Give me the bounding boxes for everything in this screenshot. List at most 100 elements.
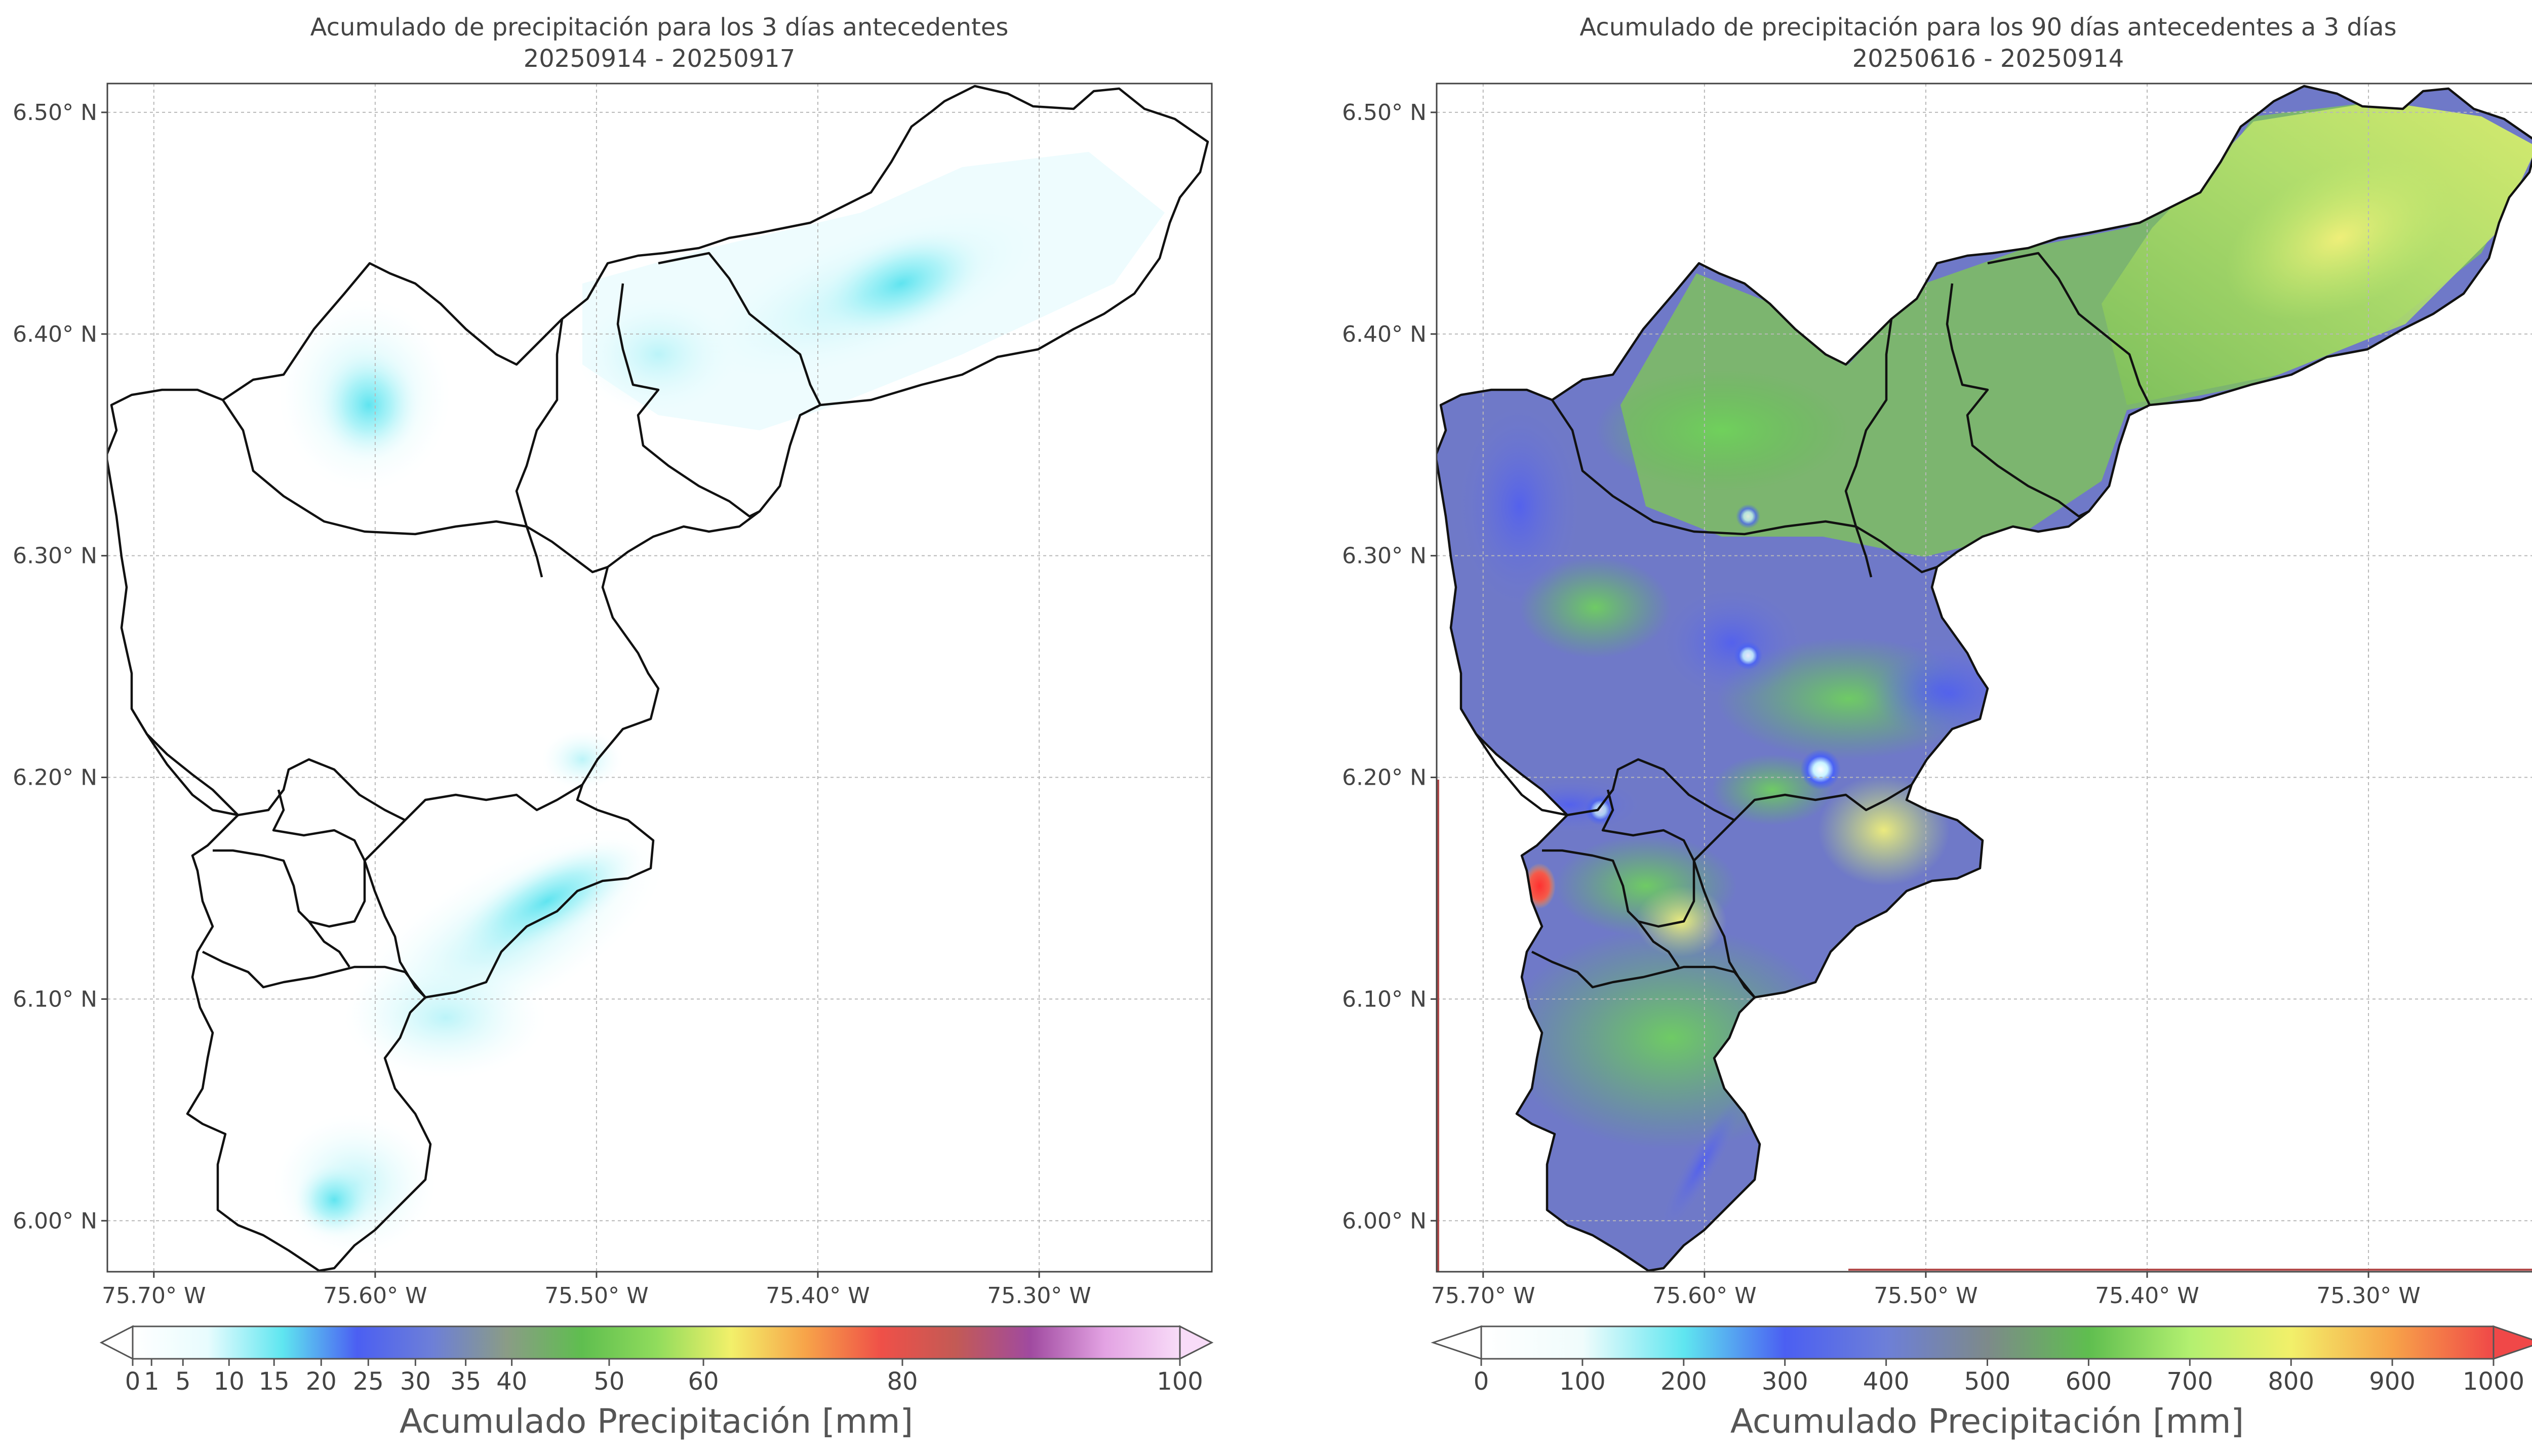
right-colorbar-min-extend <box>1431 1325 1482 1360</box>
left-lon-tick-label: 75.60° W <box>323 1283 427 1309</box>
right-boundary-line-7 <box>1692 860 1756 998</box>
right-colorbar-tick-label: 900 <box>2369 1367 2416 1396</box>
right-boundary-line-10 <box>1637 920 1680 968</box>
left-colorbar-gradient <box>133 1326 1180 1359</box>
right-colorbar-tick-label: 1000 <box>2463 1367 2524 1396</box>
right-colorbar-tick-label: 800 <box>2268 1367 2314 1396</box>
left-boundary-line-5 <box>131 708 406 822</box>
right-map-date-range: 20250616 - 20250914 <box>1852 45 2124 73</box>
left-colorbar-tick-label: 80 <box>887 1367 918 1396</box>
left-lat-tick-label: 6.10° N <box>13 986 97 1012</box>
right-boundary-line-8 <box>1542 849 1695 928</box>
left-colorbar-tick-label: 50 <box>594 1367 624 1396</box>
right-colorbar-tick-label: 400 <box>1863 1367 1910 1396</box>
left-lat-axis: 6.50° N 6.40° N 6.30° N 6.20° N 6.10° N 6.00°… <box>13 100 107 1234</box>
left-boundary-line-3 <box>616 283 761 518</box>
left-colorbar-tick-label: 5 <box>175 1367 191 1396</box>
right-boundary-line-2 <box>1844 318 1893 578</box>
right-lat-tick-label: 6.10° N <box>1342 986 1427 1012</box>
left-colorbar-outline <box>132 1325 1181 1360</box>
right-lon-tick-label: 75.60° W <box>1652 1283 1756 1309</box>
left-boundary-line-10 <box>308 920 350 968</box>
left-region-outline <box>107 85 1209 1272</box>
right-boundary-line-4 <box>1987 252 2151 406</box>
left-colorbar: 0 1 5 10 15 20 25 30 35 40 50 60 80 100 Acumulado Pre… <box>99 1325 1214 1441</box>
right-municipal-boundaries <box>1437 85 2532 1272</box>
right-region-outline <box>1437 85 2532 1272</box>
left-colorbar-tick-label: 0 <box>125 1367 141 1396</box>
right-lat-axis: 6.50° N 6.40° N 6.30° N 6.20° N 6.10° N 6.00°… <box>1342 100 1437 1234</box>
right-colorbar-tick-label: 0 <box>1474 1367 1489 1396</box>
right-colorbar-gradient <box>1481 1326 2494 1359</box>
left-colorbar-tick-label: 20 <box>306 1367 337 1396</box>
left-colorbar-min-extend <box>99 1325 134 1360</box>
right-colorbar-tick-label: 200 <box>1660 1367 1707 1396</box>
left-lat-tick-label: 6.20° N <box>13 765 97 791</box>
left-map-plot-area <box>107 84 1212 1272</box>
left-map-title: Acumulado de precipitación para los 3 dí… <box>310 13 1009 42</box>
right-lon-tick-label: 75.40° W <box>2095 1283 2199 1309</box>
left-lat-tick-label: 6.00° N <box>13 1208 97 1234</box>
right-precipitation-field <box>1437 84 2532 1272</box>
left-lon-tick-label: 75.40° W <box>766 1283 869 1309</box>
right-lat-tick-label: 6.40° N <box>1342 321 1427 347</box>
right-lat-tick-label: 6.00° N <box>1342 1208 1427 1234</box>
right-boundary-line-5 <box>1460 708 1735 822</box>
right-colorbar-tick-label: 100 <box>1559 1367 1606 1396</box>
right-gridlines <box>1437 84 2532 1272</box>
right-colorbar-tick-label: 700 <box>2166 1367 2213 1396</box>
left-gridlines <box>107 84 1212 1272</box>
left-lon-tick-label: 75.30° W <box>987 1283 1091 1309</box>
right-map-plot-area <box>1437 84 2532 1272</box>
left-colorbar-tick-label: 30 <box>400 1367 431 1396</box>
right-colorbar-swatches <box>1481 1326 2494 1359</box>
right-lat-tick-label: 6.20° N <box>1342 765 1427 791</box>
left-lon-tick-label: 75.70° W <box>102 1283 206 1309</box>
right-colorbar-tick-label: 300 <box>1762 1367 1808 1396</box>
left-colorbar-ticks: 0 1 5 10 15 20 25 30 35 40 50 60 80 100 <box>125 1359 1203 1396</box>
left-lat-tick-label: 6.40° N <box>13 321 97 347</box>
right-map-panel: Acumulado de precipitación para los 90 d… <box>1342 13 2532 1441</box>
left-map-date-range: 20250914 - 20250917 <box>524 45 795 73</box>
right-colorbar-max-extend <box>2493 1325 2532 1360</box>
right-colorbar-tick-label: 500 <box>1964 1367 2011 1396</box>
left-colorbar-swatches <box>133 1326 1180 1359</box>
right-boundary-line-9 <box>1531 950 1756 998</box>
right-map-title: Acumulado de precipitación para los 90 d… <box>1579 13 2396 42</box>
right-colorbar-ticks: 0 100 200 300 400 500 600 700 800 900 1000 <box>1474 1359 2524 1396</box>
left-precipitation-field <box>273 152 1165 1256</box>
left-colorbar-tick-label: 35 <box>450 1367 481 1396</box>
right-map-frame <box>1436 83 2532 1273</box>
right-boundary-line-3 <box>1946 283 2090 518</box>
left-boundary-line-7 <box>363 860 426 998</box>
left-colorbar-tick-label: 15 <box>259 1367 290 1396</box>
left-colorbar-tick-label: 40 <box>496 1367 527 1396</box>
left-lon-axis: 75.70° W 75.60° W 75.50° W 75.40° W 75.30° W <box>102 1272 1091 1309</box>
right-colorbar-title: Acumulado Precipitación [mm] <box>1730 1402 2244 1441</box>
left-boundary-line-6 <box>272 784 583 862</box>
right-lon-tick-label: 75.70° W <box>1431 1283 1535 1309</box>
left-lat-tick-label: 6.30° N <box>13 543 97 569</box>
left-municipal-boundaries <box>107 85 1209 1272</box>
left-boundary-line-2 <box>515 318 564 578</box>
left-colorbar-max-extend <box>1179 1325 1214 1360</box>
left-boundary-line-9 <box>202 950 426 998</box>
right-colorbar: 0 100 200 300 400 500 600 700 800 900 1000 Acumula… <box>1431 1325 2532 1441</box>
left-colorbar-tick-label: 100 <box>1157 1367 1203 1396</box>
right-lat-tick-label: 6.30° N <box>1342 543 1427 569</box>
right-boundary-line-6 <box>1601 784 1913 862</box>
left-boundary-line-1 <box>222 399 608 574</box>
left-colorbar-tick-label: 10 <box>214 1367 245 1396</box>
left-lon-tick-label: 75.50° W <box>544 1283 648 1309</box>
left-lat-tick-label: 6.50° N <box>13 100 97 126</box>
left-map-panel: Acumulado de precipitación para los 3 dí… <box>13 13 1214 1441</box>
right-lon-tick-label: 75.50° W <box>1874 1283 1977 1309</box>
left-boundary-line-4 <box>658 252 822 406</box>
left-boundary-line-8 <box>213 849 366 928</box>
right-lat-tick-label: 6.50° N <box>1342 100 1427 126</box>
left-colorbar-tick-label: 60 <box>688 1367 719 1396</box>
right-lon-tick-label: 75.30° W <box>2316 1283 2420 1309</box>
left-colorbar-title: Acumulado Precipitación [mm] <box>400 1402 913 1441</box>
right-boundary-line-1 <box>1551 399 1937 574</box>
